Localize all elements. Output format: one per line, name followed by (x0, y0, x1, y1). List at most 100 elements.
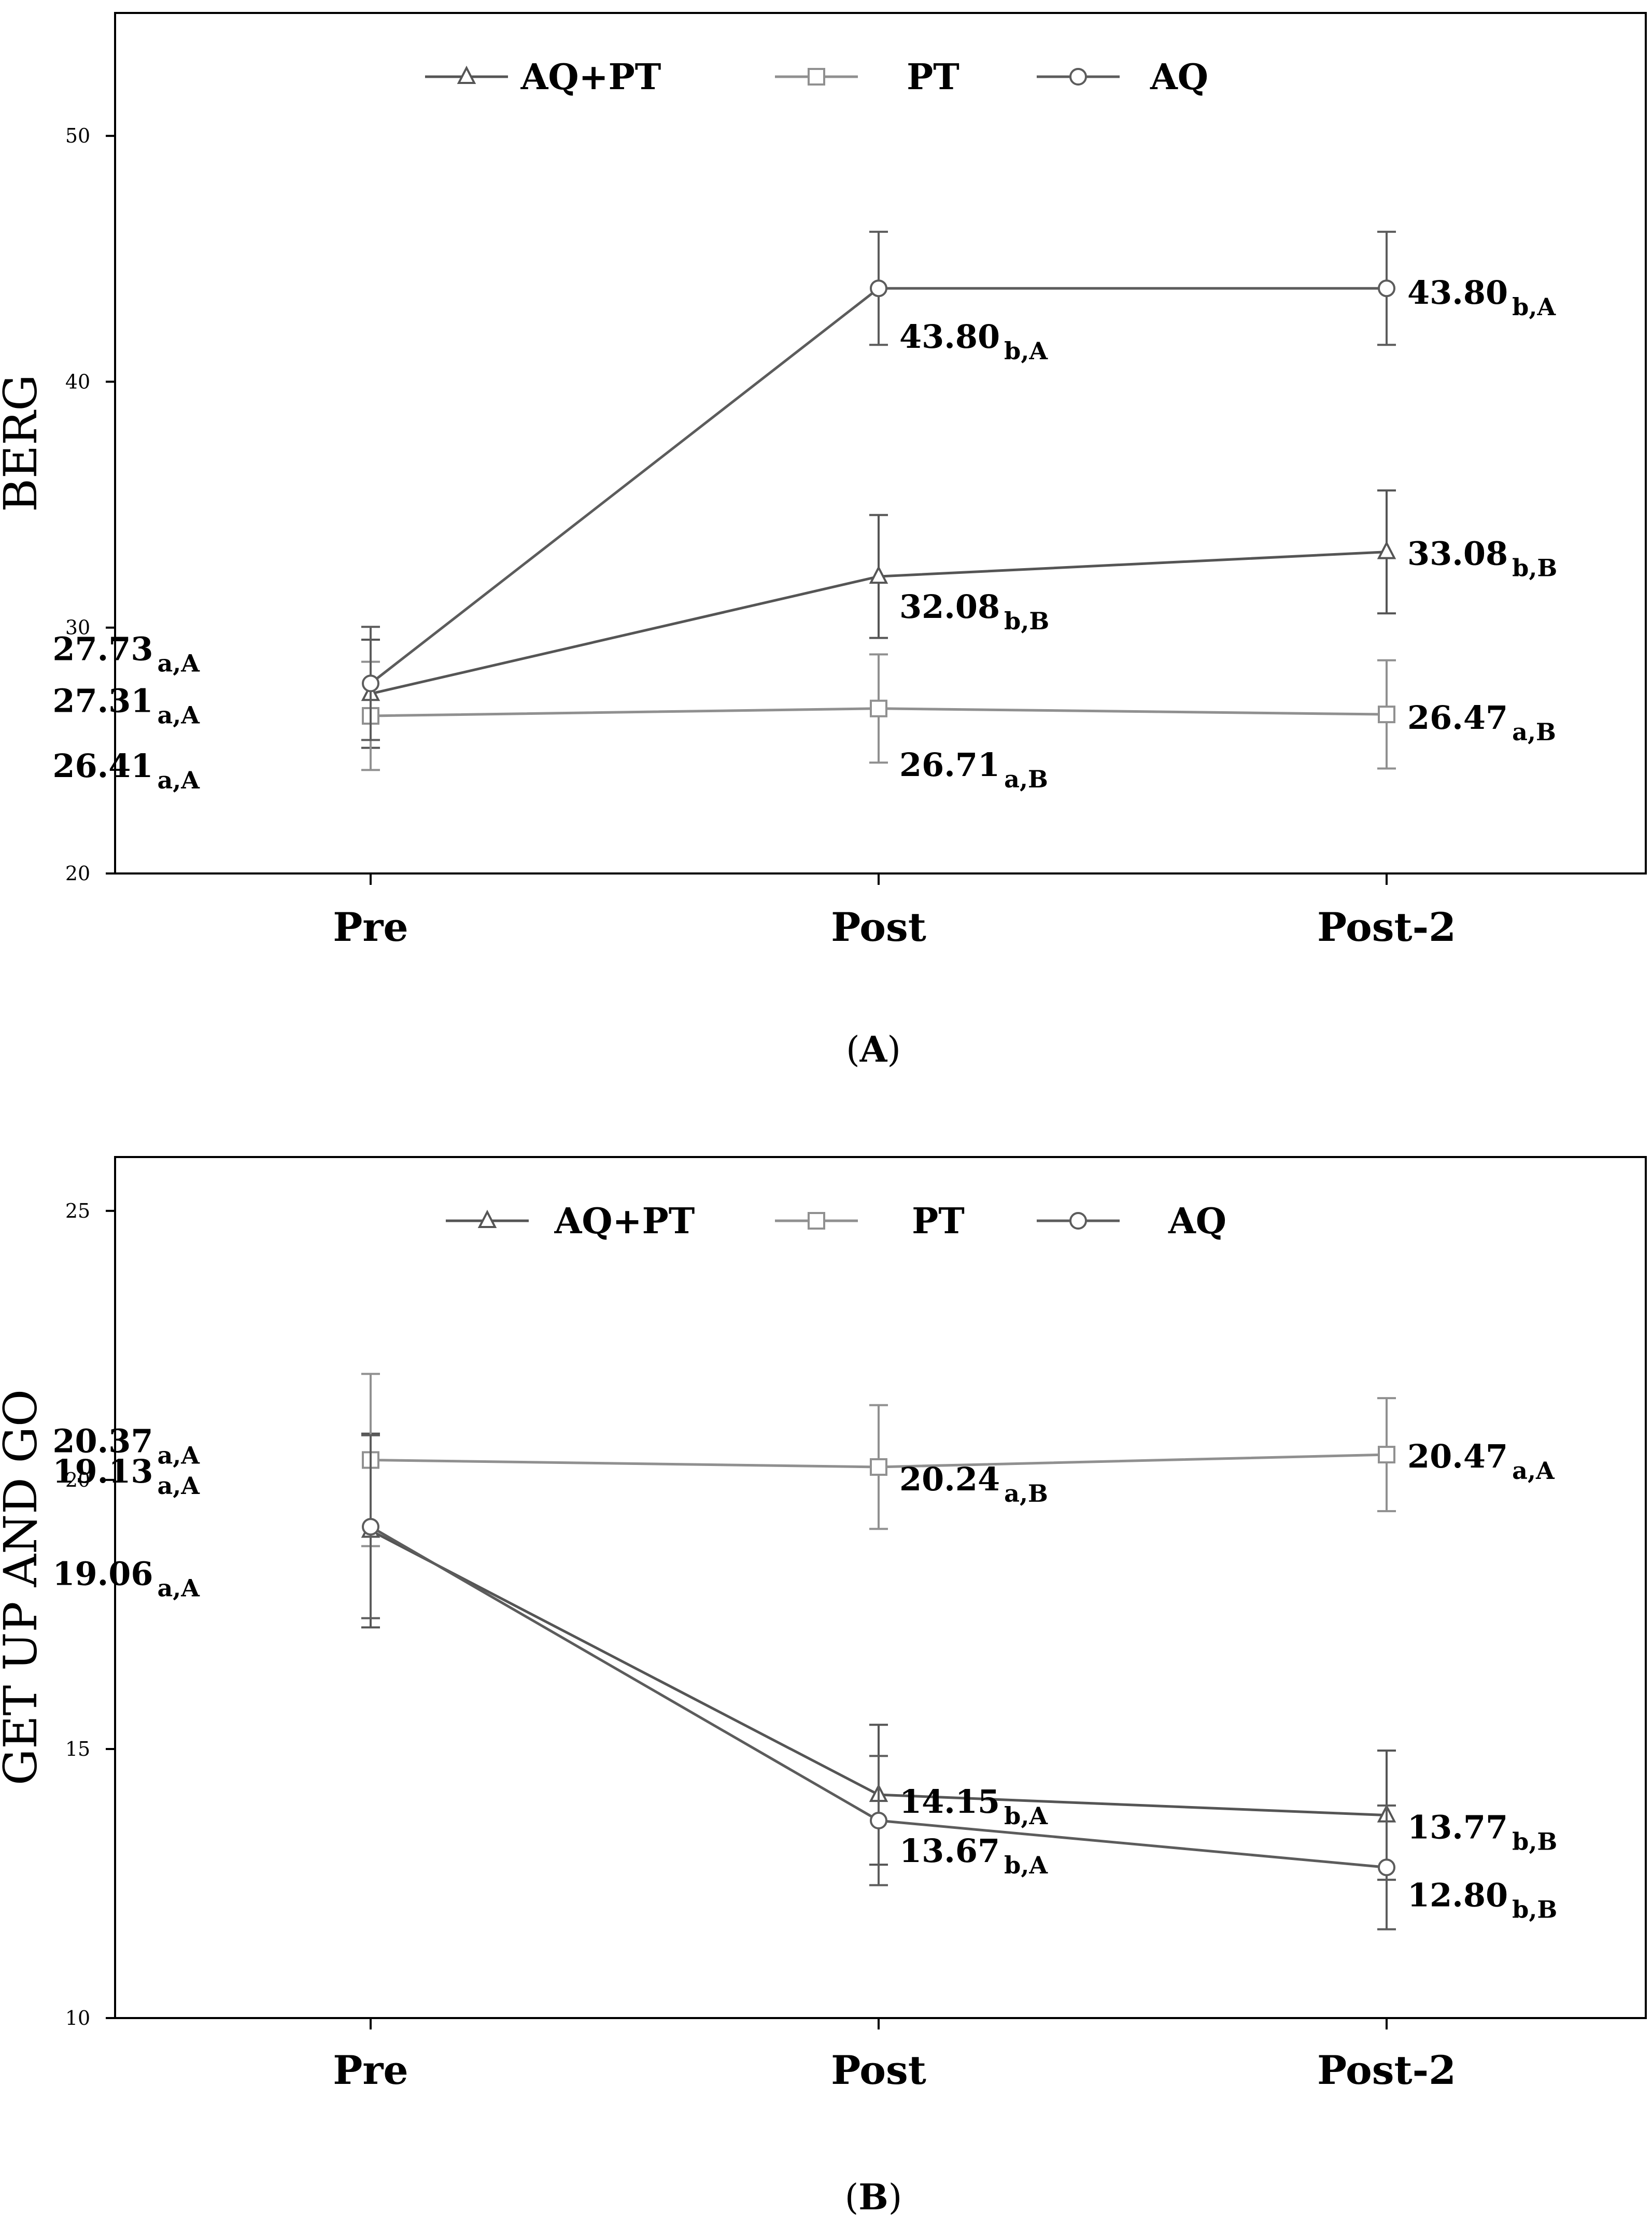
legend-marker-square (808, 68, 825, 86)
legend-item-aq-pt: AQ+PT (425, 57, 661, 98)
data-point-circle (362, 674, 379, 693)
caption-close: ) (887, 1030, 901, 1070)
data-label-subscript: b,B (1512, 1828, 1557, 1856)
data-label-subscript: a,A (157, 1472, 200, 1500)
data-label: 26.71 a,B (899, 746, 1048, 793)
data-label-subscript: a,A (157, 766, 200, 794)
data-label-subscript: a,A (1512, 1457, 1555, 1485)
data-label: 12.80 b,B (1407, 1876, 1557, 1923)
data-label: 19.06 a,A (52, 1555, 200, 1602)
data-point-circle (870, 279, 887, 298)
data-label: 13.67 b,A (899, 1832, 1048, 1879)
data-label-subscript: b,B (1512, 1895, 1557, 1923)
data-label-value: 20.24 (899, 1460, 1000, 1498)
plot-frame (114, 12, 1647, 875)
data-label: 19.13 a,A (52, 1453, 200, 1500)
data-label: 27.73 a,A (52, 630, 200, 677)
data-label-value: 14.15 (899, 1783, 1000, 1821)
data-label-value: 32.08 (899, 588, 1000, 626)
legend-marker-circle (1069, 1212, 1087, 1230)
data-point-square (1378, 1446, 1395, 1464)
data-label-value: 26.47 (1407, 699, 1508, 737)
legend-item-aq-pt: AQ+PT (446, 1201, 695, 1242)
data-point-square (870, 1458, 887, 1476)
data-label-value: 43.80 (1407, 274, 1508, 312)
legend: AQ+PT PT AQ (446, 1201, 1226, 1242)
data-point-triangle (1377, 541, 1396, 559)
legend-marker-triangle (477, 1209, 497, 1228)
y-tick-label: 20 (65, 1469, 90, 1491)
caption-open: ( (845, 2177, 859, 2218)
data-label-subscript: b,A (1004, 337, 1048, 365)
data-label-subscript: a,B (1004, 1479, 1048, 1507)
data-label: 20.37 a,A (52, 1422, 200, 1469)
legend-label: PT (907, 57, 959, 98)
legend-marker-square (808, 1212, 825, 1230)
data-label: 20.24 a,B (899, 1460, 1048, 1507)
data-label-value: 19.06 (52, 1555, 153, 1592)
data-label-subscript: b,B (1512, 554, 1557, 582)
data-label-subscript: a,B (1512, 718, 1556, 746)
series-pt: 26.41 a,A 26.71 a,B26.47 a,B (52, 653, 1556, 794)
data-label-subscript: a,B (1004, 765, 1048, 793)
x-category-label: Post (831, 904, 926, 950)
y-tick-label: 25 (65, 1200, 90, 1222)
data-label-value: 12.80 (1407, 1876, 1508, 1914)
legend-label: AQ+PT (554, 1201, 695, 1242)
data-point-square (870, 699, 887, 717)
y-tick-label: 50 (65, 124, 90, 147)
data-label-value: 33.08 (1407, 535, 1508, 573)
legend-label: AQ (1168, 1201, 1226, 1242)
data-label-subscript: b,B (1004, 607, 1049, 635)
data-point-triangle (869, 565, 888, 584)
y-axis-label: GET UP AND GO (0, 1389, 47, 1785)
data-label-subscript: b,A (1004, 1802, 1048, 1830)
legend-marker-circle (1069, 68, 1087, 86)
data-label-value: 13.67 (899, 1832, 1000, 1870)
series-aq: 27.73 a,A43.80 b,A43.80 b,A (52, 231, 1556, 741)
legend-item-pt: PT (775, 1201, 965, 1242)
data-point-circle (1378, 1858, 1395, 1877)
data-label-value: 43.80 (899, 318, 1000, 356)
legend: AQ+PT PT AQ (425, 57, 1208, 98)
data-label: 26.41 a,A (52, 747, 200, 794)
x-category-label: Pre (333, 904, 408, 950)
y-tick-label: 40 (65, 370, 90, 393)
data-label: 33.08 b,B (1407, 535, 1557, 582)
data-label: 27.31 a,A (52, 682, 200, 729)
data-label-subscript: a,A (157, 649, 200, 677)
data-label-value: 13.77 (1407, 1809, 1508, 1846)
data-label-value: 27.31 (52, 682, 153, 720)
data-label-value: 27.73 (52, 630, 153, 668)
data-point-circle (1378, 279, 1395, 298)
caption-letter: A (859, 1029, 888, 1070)
data-label-value: 19.13 (52, 1453, 153, 1490)
y-tick-label: 10 (65, 2007, 90, 2029)
data-label: 26.47 a,B (1407, 699, 1556, 746)
data-label-value: 20.47 (1407, 1437, 1508, 1475)
legend-label: AQ (1150, 57, 1208, 98)
data-label: 32.08 b,B (899, 588, 1049, 635)
legend-item-aq: AQ (1037, 57, 1208, 98)
panel-caption: (B) (845, 2177, 902, 2218)
data-label: 14.15 b,A (899, 1783, 1048, 1830)
data-label: 43.80 b,A (1407, 274, 1556, 321)
plot-frame (114, 1156, 1647, 2019)
caption-letter: B (858, 2177, 888, 2218)
data-label: 43.80 b,A (899, 318, 1048, 365)
data-point-square (1378, 706, 1395, 724)
legend-item-pt: PT (775, 57, 959, 98)
data-label-value: 26.71 (899, 746, 1000, 784)
series-pt: 20.37 a,A20.24 a,B20.47 a,A (52, 1373, 1555, 1547)
y-tick-label: 20 (65, 862, 90, 885)
data-label-subscript: b,A (1512, 293, 1556, 321)
data-label-subscript: b,A (1004, 1851, 1048, 1879)
data-label-subscript: a,A (157, 1574, 200, 1602)
y-axis-label: BERG (0, 374, 47, 512)
series-aq-pt: 19.06 a,A14.15 b,A 13.77 b,B (52, 1432, 1557, 1881)
x-category-label: Pre (333, 2047, 408, 2093)
data-label-value: 26.41 (52, 747, 153, 785)
